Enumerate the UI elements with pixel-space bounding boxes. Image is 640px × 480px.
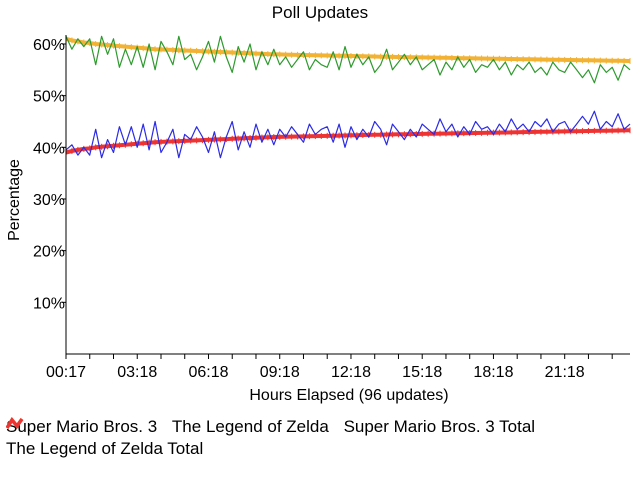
- y-tick-label: 60%: [33, 37, 65, 54]
- legend-item-smb3: Super Mario Bros. 3: [6, 416, 157, 438]
- legend-item-smb3-total: Super Mario Bros. 3 Total: [6, 416, 536, 438]
- y-tick-label: 10%: [33, 295, 65, 312]
- x-tick-label: 06:18: [188, 364, 228, 381]
- x-axis-ticks: 00:17 03:18 06:18 09:18 12:18 15:18 18:18 21:18: [46, 354, 613, 381]
- y-tick-label: 50%: [33, 89, 65, 106]
- x-tick-label: 18:18: [473, 364, 513, 381]
- x-tick-label: 00:17: [46, 364, 86, 381]
- x-tick-label: 09:18: [260, 364, 300, 381]
- legend-item-zelda: The Legend of Zelda: [6, 416, 329, 438]
- x-tick-label: 21:18: [545, 364, 585, 381]
- x-axis-label: Hours Elapsed (96 updates): [249, 387, 448, 404]
- legend-label-zelda: The Legend of Zelda: [171, 417, 329, 436]
- legend-label-zelda-total: The Legend of Zelda Total: [6, 439, 204, 458]
- series-line-0: [65, 35, 631, 84]
- y-tick-label: 30%: [33, 192, 65, 209]
- x-tick-label: 15:18: [402, 364, 442, 381]
- y-tick-label: 40%: [33, 140, 65, 157]
- chart-title: Poll Updates: [272, 3, 368, 22]
- y-axis-label: Percentage: [6, 159, 23, 241]
- legend-swatch-zelda-total: [6, 417, 24, 429]
- legend-label-smb3: Super Mario Bros. 3: [6, 417, 158, 436]
- legend-label-smb3-total: Super Mario Bros. 3 Total: [343, 417, 536, 436]
- chart-legend: Super Mario Bros. 3 The Legend of Zelda …: [6, 416, 634, 460]
- series-line-1: [65, 110, 631, 159]
- series-layer: [65, 35, 631, 159]
- legend-item-zelda-total: The Legend of Zelda Total: [6, 417, 204, 460]
- x-tick-label: 03:18: [117, 364, 157, 381]
- x-tick-label: 12:18: [331, 364, 371, 381]
- y-axis-ticks: 10% 20% 30% 40% 50% 60%: [33, 37, 66, 312]
- y-tick-label: 20%: [33, 244, 65, 261]
- line-chart: Poll Updates 10% 20% 30% 40% 50% 60% 00:17 03:…: [6, 3, 631, 404]
